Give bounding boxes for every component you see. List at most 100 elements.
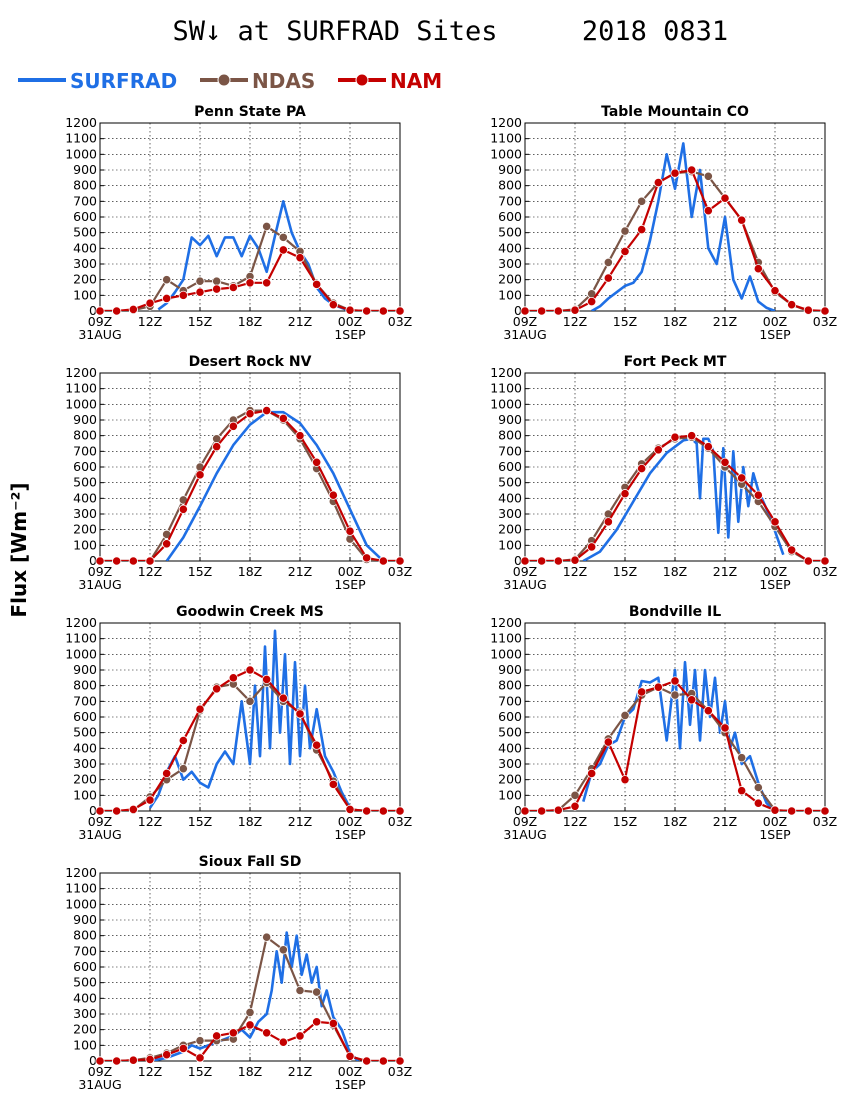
series-point-nam <box>687 695 697 705</box>
x-tick-label: 03Z <box>813 314 837 329</box>
panel-1: Table Mountain CO 01002003004005006007008… <box>490 104 837 342</box>
series-point-nam <box>570 305 580 315</box>
y-tick-label: 500 <box>73 475 97 490</box>
y-tick-label: 200 <box>498 772 522 787</box>
series-point-nam <box>145 298 155 308</box>
y-tick-label: 700 <box>73 943 97 958</box>
series-point-nam <box>703 442 713 452</box>
x-tick-label: 15Z <box>188 314 212 329</box>
x-tick-label: 00Z <box>763 314 787 329</box>
series-point-nam <box>378 556 388 566</box>
y-tick-label: 300 <box>73 256 97 271</box>
series-point-nam <box>687 165 697 175</box>
series-point-nam <box>245 278 255 288</box>
y-tick-label: 1000 <box>65 646 97 661</box>
series-point-nam <box>345 1051 355 1061</box>
series-point-nam <box>312 740 322 750</box>
x-date-label: 31AUG <box>503 577 546 592</box>
legend-marker-nam <box>355 73 369 87</box>
panel-6: Sioux Fall SD 010020030040050060070080090… <box>65 854 412 1092</box>
panels: Penn State PA010020030040050060070080090… <box>65 104 837 1092</box>
x-tick-label: 18Z <box>238 1064 262 1079</box>
y-tick-label: 200 <box>73 522 97 537</box>
y-tick-label: 100 <box>73 537 97 552</box>
x-date-label: 1SEP <box>334 827 366 842</box>
y-tick-label: 700 <box>73 693 97 708</box>
x-tick-label: 12Z <box>138 1064 162 1079</box>
series-point-nam <box>737 786 747 796</box>
x-tick-label: 09Z <box>88 564 112 579</box>
x-tick-label: 15Z <box>613 564 637 579</box>
series-point-nam <box>770 805 780 815</box>
series-point-nam <box>328 300 338 310</box>
y-tick-label: 300 <box>498 506 522 521</box>
x-tick-label: 12Z <box>563 314 587 329</box>
series-point-nam <box>128 1055 138 1065</box>
y-tick-label: 800 <box>73 428 97 443</box>
y-tick-label: 800 <box>498 178 522 193</box>
legend-label-ndas: NDAS <box>252 69 315 93</box>
series-point-ndas <box>737 753 747 763</box>
series-point-nam <box>262 278 272 288</box>
y-tick-label: 1200 <box>65 615 97 630</box>
series-point-nam <box>653 445 663 455</box>
legend: SURFRAD NDAS NAM <box>18 69 442 93</box>
series-point-nam <box>345 804 355 815</box>
series-point-nam <box>128 556 138 566</box>
y-tick-label: 800 <box>73 178 97 193</box>
y-tick-label: 1200 <box>490 365 522 380</box>
y-tick-label: 300 <box>73 1006 97 1021</box>
series-point-nam <box>787 545 797 555</box>
x-tick-label: 00Z <box>338 814 362 829</box>
series-point-nam <box>228 1028 238 1038</box>
x-tick-label: 21Z <box>713 814 737 829</box>
series-point-nam <box>620 489 630 499</box>
series-point-nam <box>162 1050 172 1060</box>
y-tick-label: 0 <box>89 1053 97 1068</box>
y-tick-label: 1100 <box>490 381 522 396</box>
y-tick-label: 100 <box>73 1037 97 1052</box>
series-point-nam <box>345 305 355 315</box>
series-point-nam <box>753 798 763 808</box>
y-tick-label: 1000 <box>65 146 97 161</box>
series-point-nam <box>753 490 763 500</box>
panel-0: Penn State PA 010020030040050060070080090… <box>65 104 412 342</box>
y-tick-label: 100 <box>73 287 97 302</box>
series-point-nam <box>95 306 105 316</box>
y-tick-label: 500 <box>498 725 522 740</box>
series-point-ndas <box>178 764 188 774</box>
series-point-nam <box>670 676 680 686</box>
y-tick-label: 600 <box>73 209 97 224</box>
series-line-surfrad <box>148 629 352 809</box>
series-point-nam <box>378 306 388 316</box>
y-axis-label: Flux [Wm⁻²] <box>7 482 31 617</box>
series-point-nam <box>312 457 322 467</box>
y-tick-label: 700 <box>498 443 522 458</box>
x-tick-label: 03Z <box>813 814 837 829</box>
series-point-nam <box>162 293 172 304</box>
series-point-nam <box>537 806 547 816</box>
x-date-label: 1SEP <box>334 1077 366 1092</box>
y-tick-label: 400 <box>73 490 97 505</box>
series-point-nam <box>803 806 813 816</box>
series-point-ndas <box>162 275 172 285</box>
figure-date: 2018 0831 <box>582 16 728 47</box>
x-tick-label: 21Z <box>713 564 737 579</box>
x-date-label: 31AUG <box>78 327 121 342</box>
y-tick-label: 0 <box>514 803 522 818</box>
series-point-nam <box>145 556 155 566</box>
y-tick-label: 700 <box>498 193 522 208</box>
series-line-surfrad <box>591 142 776 311</box>
y-tick-label: 1000 <box>490 396 522 411</box>
series-point-nam <box>212 1031 222 1041</box>
series-point-ndas <box>262 221 272 231</box>
series-point-nam <box>278 1037 288 1047</box>
series-point-nam <box>820 306 830 316</box>
series-point-ndas <box>637 196 647 206</box>
series-point-nam <box>328 490 338 500</box>
x-tick-label: 18Z <box>663 564 687 579</box>
series-point-nam <box>737 215 747 225</box>
series-point-nam <box>603 737 613 747</box>
series-point-nam <box>178 290 188 300</box>
series-point-nam <box>637 224 647 235</box>
